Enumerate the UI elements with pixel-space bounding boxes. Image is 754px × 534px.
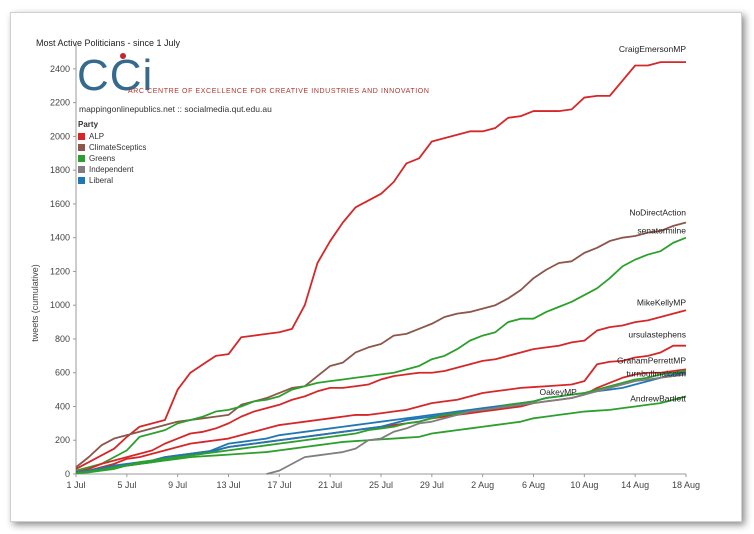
- x-tick-label: 2 Aug: [471, 480, 494, 490]
- x-tick-label: 21 Jul: [318, 480, 342, 490]
- series-line-senatormilne: [75, 236, 687, 472]
- site-url: mappingonlinepublics.net :: socialmedia.…: [79, 104, 272, 114]
- x-tick-label: 18 Aug: [672, 480, 700, 490]
- legend-item-liberal: Liberal: [78, 175, 146, 186]
- legend-item-alp: ALP: [78, 131, 146, 142]
- series-label-senatormilne: senatormilne: [637, 226, 686, 236]
- x-tick-label: 6 Aug: [522, 480, 545, 490]
- chart-frame: [10, 12, 742, 522]
- cci-logo: CCi: [77, 51, 154, 100]
- x-tick-label: 9 Jul: [168, 480, 187, 490]
- y-tick-label: 1200: [50, 266, 70, 276]
- organisation-name: ARC CENTRE OF EXCELLENCE FOR CREATIVE IN…: [128, 88, 430, 95]
- series-line-greens-9: [75, 370, 687, 475]
- legend: Party ALP ClimateSceptics Greens Independen…: [78, 120, 146, 186]
- series-line-NoDirectAction: [75, 221, 687, 468]
- legend-label: Greens: [89, 154, 116, 163]
- y-tick-label: 600: [55, 368, 70, 378]
- legend-swatch: [78, 166, 85, 173]
- legend-title: Party: [78, 120, 99, 129]
- series-label-turnbullmalcolm: turnbullmalcolm: [626, 369, 686, 379]
- y-tick-label: 2200: [50, 98, 70, 108]
- legend-swatch: [78, 133, 85, 140]
- legend-swatch: [78, 144, 85, 151]
- y-tick-label: 1600: [50, 199, 70, 209]
- logo-dot-icon: [120, 53, 126, 59]
- x-tick-label: 1 Jul: [66, 480, 85, 490]
- legend-item-climatesceptics: ClimateSceptics: [78, 142, 146, 153]
- legend-label: ClimateSceptics: [89, 143, 147, 152]
- y-tick-label: 800: [55, 334, 70, 344]
- y-tick-label: 1800: [50, 165, 70, 175]
- y-tick-label: 1400: [50, 233, 70, 243]
- legend-swatch: [78, 155, 85, 162]
- x-tick-label: 14 Aug: [621, 480, 649, 490]
- legend-label: Independent: [89, 165, 134, 174]
- series-label-mikekellymp: MikeKellyMP: [637, 297, 686, 307]
- series-label-craigemersonmp: CraigEmersonMP: [619, 44, 686, 54]
- legend-label: Liberal: [89, 176, 114, 185]
- x-tick-label: 5 Jul: [117, 480, 136, 490]
- x-tick-label: 10 Aug: [570, 480, 598, 490]
- series-line-MikeKellyMP: [75, 309, 687, 474]
- series-label-grahamperrettmp: GrahamPerrettMP: [617, 355, 686, 365]
- series-line-independent-10: [266, 373, 687, 475]
- chart-title: Most Active Politicians - since 1 July: [36, 38, 181, 48]
- legend-item-greens: Greens: [78, 153, 146, 164]
- legend-label: ALP: [89, 132, 105, 141]
- x-tick-label: 25 Jul: [369, 480, 393, 490]
- series-label-ursulastephens: ursulastephens: [628, 330, 686, 340]
- legend-item-independent: Independent: [78, 164, 146, 175]
- y-axis-label: tweets (cumulative): [30, 264, 40, 342]
- series-line-AndrewBartlett: [75, 395, 687, 475]
- y-tick-label: 0: [65, 469, 70, 479]
- y-tick-label: 200: [55, 435, 70, 445]
- x-tick-label: 29 Jul: [420, 480, 444, 490]
- y-tick-label: 2400: [50, 64, 70, 74]
- series-label-oakeymp: OakeyMP: [540, 387, 578, 397]
- y-tick-label: 1000: [50, 300, 70, 310]
- x-tick-label: 17 Jul: [267, 480, 291, 490]
- series-line-CraigEmersonMP: [75, 61, 686, 470]
- y-tick-label: 400: [55, 401, 70, 411]
- legend-swatch: [78, 177, 85, 184]
- series-line-ursulastephens: [75, 344, 686, 474]
- y-tick-label: 2000: [50, 131, 70, 141]
- series-label-nodirectaction: NoDirectAction: [629, 207, 686, 217]
- series-label-andrewbartlett: AndrewBartlett: [630, 393, 686, 403]
- x-tick-label: 13 Jul: [216, 480, 240, 490]
